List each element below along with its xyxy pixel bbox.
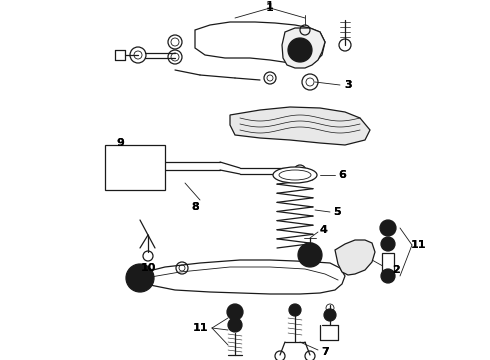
Text: 11: 11 [410, 240, 426, 250]
Text: 5: 5 [333, 207, 341, 217]
Text: 7: 7 [321, 347, 329, 357]
Text: 7: 7 [321, 347, 329, 357]
Circle shape [227, 304, 243, 320]
Text: 11: 11 [410, 240, 426, 250]
Polygon shape [130, 260, 345, 294]
Circle shape [324, 309, 336, 321]
Polygon shape [195, 22, 325, 65]
Text: 2: 2 [392, 265, 400, 275]
Text: 9: 9 [116, 138, 124, 148]
Circle shape [137, 275, 143, 281]
Circle shape [289, 304, 301, 316]
Polygon shape [230, 107, 370, 145]
Circle shape [381, 269, 395, 283]
Circle shape [304, 249, 316, 261]
Text: 6: 6 [338, 170, 346, 180]
Circle shape [228, 318, 242, 332]
Polygon shape [335, 240, 375, 275]
Text: 5: 5 [333, 207, 341, 217]
Circle shape [381, 237, 395, 251]
Bar [382, 253, 394, 271]
Text: 1: 1 [266, 1, 274, 11]
Circle shape [288, 38, 312, 62]
Text: 6: 6 [338, 170, 346, 180]
Circle shape [298, 243, 322, 267]
Polygon shape [282, 28, 325, 68]
Ellipse shape [273, 167, 317, 183]
Text: 11: 11 [192, 323, 208, 333]
Text: 3: 3 [344, 80, 352, 90]
Text: 8: 8 [191, 202, 199, 212]
Circle shape [126, 264, 154, 292]
Text: 8: 8 [191, 202, 199, 212]
Circle shape [380, 220, 396, 236]
Text: 4: 4 [319, 225, 327, 235]
Bar [105, 145, 165, 190]
Text: 11: 11 [192, 323, 208, 333]
Text: 10: 10 [140, 263, 156, 273]
Text: 4: 4 [319, 225, 327, 235]
Text: 9: 9 [116, 138, 124, 148]
Text: 10: 10 [140, 263, 156, 273]
Text: 1: 1 [266, 3, 274, 13]
Text: 2: 2 [392, 265, 400, 275]
Text: 3: 3 [344, 80, 352, 90]
